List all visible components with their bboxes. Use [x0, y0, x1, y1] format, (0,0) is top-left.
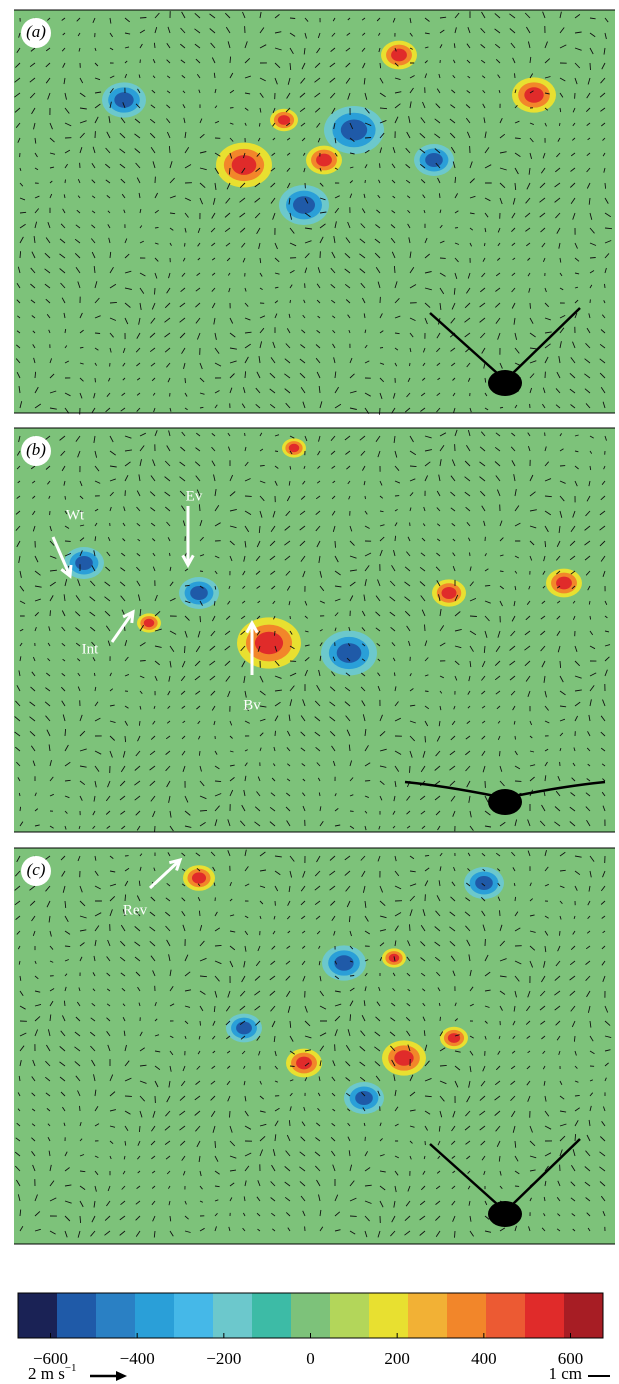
length-scale-label: 1 cm — [548, 1364, 582, 1383]
annotation: Bv — [243, 697, 261, 713]
colorbar-segment — [291, 1293, 331, 1338]
panel: (b) — [14, 428, 615, 832]
vortex — [524, 87, 543, 102]
colorbar-segment — [18, 1293, 58, 1338]
insect-body — [488, 1201, 522, 1227]
colorbar-segment — [564, 1293, 604, 1338]
vortex — [391, 49, 407, 62]
panel-background — [14, 848, 615, 1244]
colorbar-tick-label: 200 — [384, 1349, 410, 1368]
colorbar-segment — [369, 1293, 409, 1338]
panel: (c) — [14, 848, 615, 1244]
vortex — [144, 619, 155, 627]
colorbar-segment — [57, 1293, 97, 1338]
vortex — [341, 119, 367, 140]
colorbar-segment — [96, 1293, 136, 1338]
vortex — [278, 115, 290, 125]
colorbar-tick-label: −400 — [120, 1349, 155, 1368]
colorbar-segment — [525, 1293, 565, 1338]
colorbar-segment — [174, 1293, 214, 1338]
vortex — [475, 876, 493, 890]
figure: (a)(b)(c)WtEvIntBvRev−600−400−2000200400… — [0, 0, 619, 1384]
colorbar-tick-label: −200 — [206, 1349, 241, 1368]
vortex — [293, 196, 315, 214]
vortex — [316, 154, 332, 167]
vortex — [394, 1050, 413, 1065]
velocity-scale-arrowhead — [116, 1371, 127, 1381]
panel: (a) — [14, 10, 615, 415]
colorbar-segment — [486, 1293, 526, 1338]
vortex — [190, 586, 208, 600]
vortex — [236, 1022, 252, 1035]
vortex — [425, 153, 443, 167]
insect-body — [488, 370, 522, 396]
velocity-scale-exponent: −1 — [65, 1362, 77, 1374]
vortex — [355, 1091, 373, 1105]
colorbar-segment — [447, 1293, 487, 1338]
panel-label: (a) — [26, 22, 46, 41]
colorbar-segment — [213, 1293, 253, 1338]
vortex — [192, 872, 206, 883]
velocity-scale-label: 2 m s−1 — [28, 1362, 77, 1383]
colorbar-segment — [330, 1293, 370, 1338]
velocity-scale-text: 2 m s — [28, 1364, 65, 1383]
vortex — [334, 955, 353, 970]
annotation: Ev — [186, 488, 203, 504]
colorbar-segment — [135, 1293, 175, 1338]
vortex — [442, 587, 457, 599]
vortex — [255, 632, 283, 655]
colorbar-tick-label: 0 — [306, 1349, 315, 1368]
colorbar-tick-label: 400 — [471, 1349, 497, 1368]
panel-label: (b) — [26, 440, 46, 459]
vortex — [232, 155, 257, 175]
insect-body — [488, 789, 522, 815]
colorbar-segment — [252, 1293, 292, 1338]
annotation: Rev — [123, 902, 148, 918]
vortex — [448, 1033, 460, 1043]
colorbar-segment — [408, 1293, 448, 1338]
annotation: Int — [82, 641, 99, 657]
annotation: Wt — [66, 507, 85, 523]
vortex — [75, 556, 93, 570]
panel-background — [14, 428, 615, 832]
vortex — [296, 1057, 312, 1070]
panel-label: (c) — [27, 860, 46, 879]
